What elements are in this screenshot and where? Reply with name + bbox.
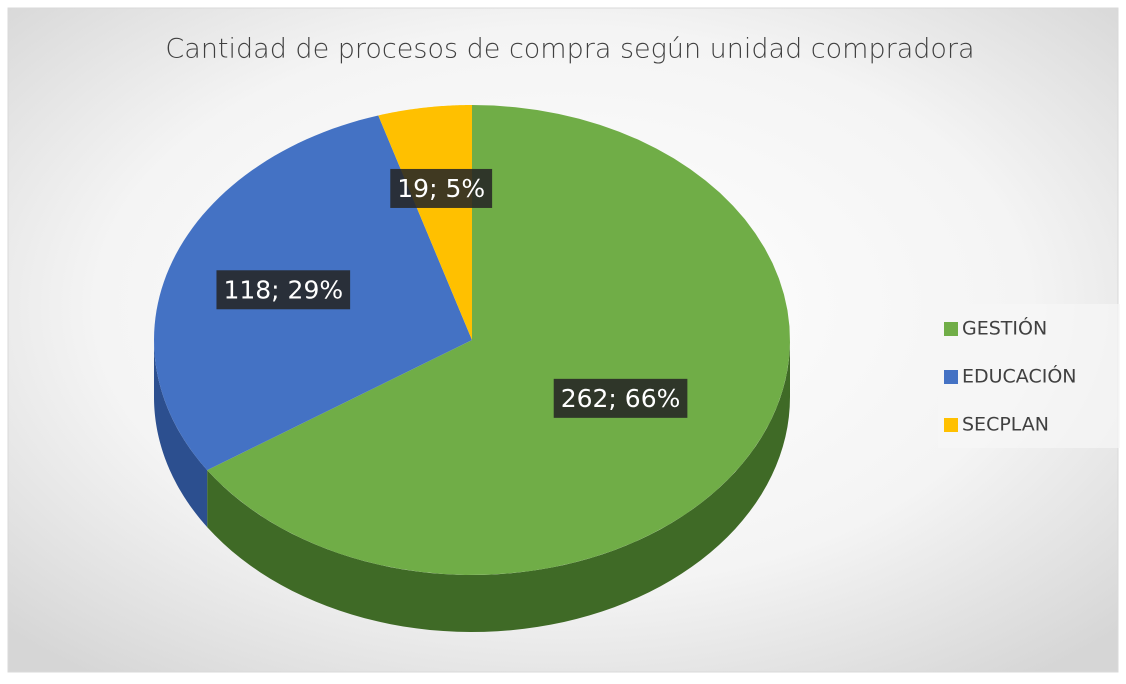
data-label-box	[216, 270, 351, 310]
legend-swatch	[944, 370, 958, 384]
data-label: 19; 5%	[397, 174, 485, 203]
legend-label: EDUCACIÓN	[962, 364, 1077, 388]
slice-side	[154, 340, 208, 528]
data-label: 262; 66%	[561, 384, 681, 413]
slice	[378, 105, 472, 340]
slice	[207, 105, 790, 575]
data-label-box	[553, 378, 688, 418]
legend-swatch	[944, 418, 958, 432]
data-label-box	[390, 168, 493, 208]
legend-label: GESTIÓN	[962, 316, 1047, 340]
chart-title: Cantidad de procesos de compra según uni…	[165, 34, 974, 65]
data-label: 118; 29%	[223, 275, 343, 304]
legend-box	[938, 304, 1120, 448]
legend-swatch	[944, 322, 958, 336]
legend-label: SECPLAN	[962, 414, 1049, 436]
slice-side	[207, 340, 791, 632]
